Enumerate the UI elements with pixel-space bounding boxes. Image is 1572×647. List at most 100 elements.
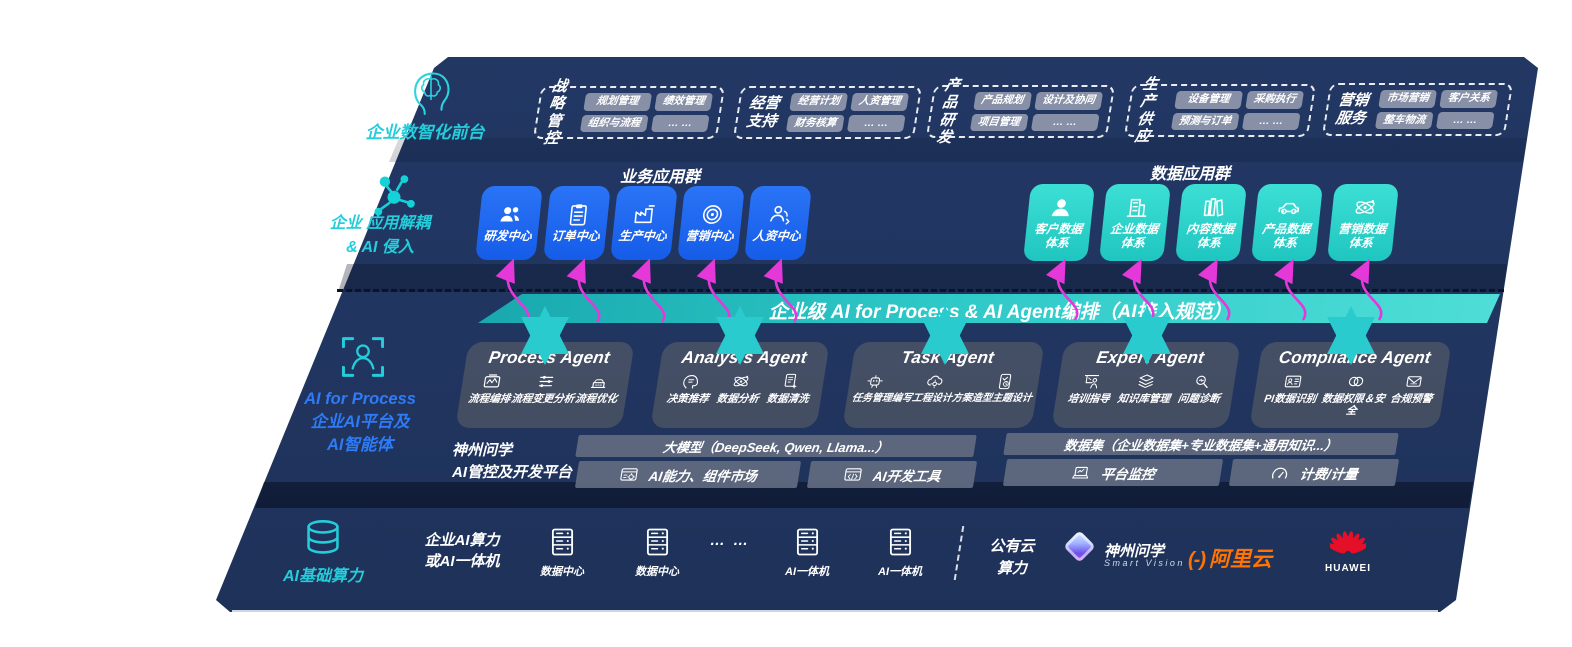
decouple-label-line2: & AI 侵入 [346,239,414,256]
agent-item-label: 流程编排 [467,393,512,405]
tile-rd-center: 研发中心 [475,186,543,260]
smart-vision-sub: Smart Vision [1104,558,1185,568]
chip: … … [1030,113,1100,132]
platform-monitor-label: 平台监控 [1099,466,1156,482]
public-cloud-line2: 算力 [996,559,1027,577]
tile-label: 人资中心 [751,229,802,244]
books-icon [1199,195,1227,220]
tile-label: 企业数据体系 [1109,221,1160,250]
group-name: 产品研发 [935,77,962,146]
agent-item-label: 数据分析 [715,393,760,405]
group-name: 战略管控 [542,78,569,147]
ai-compute-label: AI基础算力 [282,568,363,585]
server-label: AI一体机 [878,566,922,578]
ai-ability-market-label: AI能力、组件市场 [647,468,758,484]
chip: 绩效管理 [654,92,714,111]
chip: 项目管理 [969,113,1029,132]
agent-item-label: 决策推荐 [665,393,710,405]
data-group-title: 数据应用群 [1149,166,1230,183]
agent-title: Analysis Agent [680,348,809,367]
building-icon [1123,195,1151,220]
database-icon [303,518,343,558]
chip: 规划管理 [582,92,653,111]
platform-monitor-cell: 平台监控 [1002,459,1224,486]
ai-devtool-cell: AI开发工具 [806,461,978,488]
billing-cell: 计费/计量 [1228,459,1400,486]
chip: 产品规划 [972,91,1032,110]
people-icon [496,202,524,227]
ai-cluster-line1: 企业AI算力 [424,532,500,549]
public-cloud-line1: 公有云 [989,538,1035,555]
server-datacenter-2: 数据中心 [628,527,686,579]
ai-for-process-line2: 企业AI平台及 [310,413,410,432]
person-frame-icon [340,334,386,380]
chip: 设计及协同 [1033,91,1104,110]
agent-item-label: 任务管理 [850,393,893,404]
diagnose-icon [1191,372,1213,391]
tile-production-center: 生产中心 [610,186,678,260]
agent-title: Task Agent [900,348,996,367]
laptop-icon [1069,463,1092,483]
server-icon [550,527,575,557]
chip: 设备管理 [1173,90,1244,109]
agent-item-label: 培训指导 [1066,393,1111,405]
alibaba-cloud-logo: (-) 阿里云 [1188,543,1272,573]
alibaba-cloud-name: 阿里云 [1208,548,1272,571]
agent-item-label: 流程变更分析 [510,393,576,405]
chip: … … [846,114,906,133]
atom-icon [1351,195,1379,220]
decouple-label: 企业 应用解耦 & AI 侵入 [295,212,465,260]
head-chat-icon [680,372,702,391]
alibaba-cloud-mark-icon: (-) [1188,549,1206,571]
agent-item-label: 数据清洗 [765,393,810,405]
task-agent-card: Task Agent 任务管理 编写工程设计方案 造型主题设计 [842,342,1045,428]
flow-panel-icon [481,372,503,391]
chip: 组织与流程 [579,114,649,133]
dev-platform-label-line2: AI管控及开发平台 [452,463,573,481]
doc-clean-icon [780,372,802,391]
tile-label: 营销中心 [684,229,735,244]
tile-content-data: 内容数据体系 [1174,184,1248,261]
tile-marketing-data: 营销数据体系 [1326,184,1400,261]
tile-marketing-center: 营销中心 [677,186,745,260]
person-arrows-icon [765,202,793,227]
clipboard-icon [564,202,592,227]
huawei-wordmark: HUAWEI [1325,563,1371,574]
group-product-rd: 产品研发 产品规划 设计及协同 项目管理 … … [925,77,1116,146]
chip: 经营计划 [789,92,849,111]
target-icon [698,202,726,227]
server-label: 数据中心 [540,566,584,578]
atom-icon [730,372,752,391]
tile-enterprise-data: 企业数据体系 [1098,184,1172,261]
tile-hr-center: 人资中心 [744,186,812,260]
dev-platform-label-line1: 神州问学 [452,442,513,459]
chip: 预测与订单 [1170,112,1240,131]
agent-item-label: 编写工程设计方案 [890,393,973,404]
agent-title: Expert Agent [1095,348,1206,367]
group-name: 生产供应 [1133,76,1160,145]
server-ai-appliance-2: AI一体机 [871,527,929,579]
rings-icon [1345,372,1367,391]
agent-item-label: 合规预警 [1389,393,1434,405]
chip: 市场营销 [1378,89,1438,108]
id-card-icon [1282,372,1304,391]
agent-title: Process Agent [487,348,612,367]
tile-order-center: 订单中心 [543,186,611,260]
business-group-title: 业务应用群 [619,169,700,186]
ellipsis-more-servers: … … [709,532,751,549]
tile-label: 生产中心 [617,229,668,244]
chip: 财务核算 [785,114,845,133]
group-operation: 经营支持 经营计划 人资管理 财务核算 … … [732,86,923,139]
agent-item-label: 造型主题设计 [970,393,1033,404]
mail-alert-icon [1403,372,1425,391]
chip: 客户关系 [1439,89,1499,108]
ai-cluster-line2: 或AI一体机 [424,553,500,570]
public-cloud-label: 公有云 算力 [968,536,1056,580]
analysis-agent-card: Analysis Agent 决策推荐 数据分析 数据清洗 [650,342,830,428]
agent-item-label: 知识库管理 [1116,393,1171,405]
process-agent-card: Process Agent 流程编排 流程变更分析 流程优化 [455,342,635,428]
tile-label: 产品数据体系 [1261,221,1312,250]
tablet-check-icon [994,372,1016,391]
